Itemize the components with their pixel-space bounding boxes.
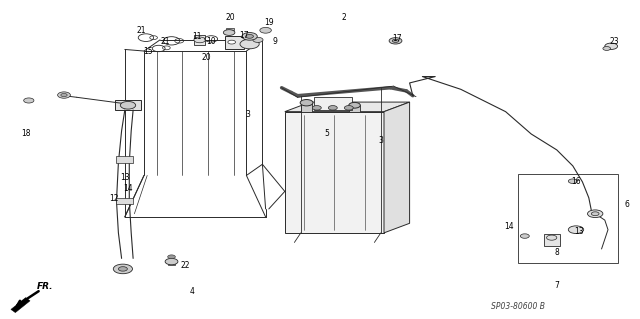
Circle shape	[240, 39, 259, 49]
Bar	[116, 198, 133, 204]
Circle shape	[246, 34, 253, 38]
Circle shape	[168, 255, 175, 259]
Circle shape	[520, 234, 529, 238]
Text: 15: 15	[143, 47, 154, 56]
Circle shape	[300, 100, 313, 106]
Text: 10: 10	[206, 37, 216, 46]
Bar	[349, 105, 360, 112]
Polygon shape	[11, 298, 30, 313]
Circle shape	[603, 47, 611, 50]
Circle shape	[165, 258, 178, 265]
Circle shape	[118, 267, 127, 271]
Bar	[544, 234, 560, 246]
Circle shape	[120, 101, 136, 109]
Bar	[226, 28, 234, 30]
Text: 19: 19	[264, 18, 274, 27]
Text: 21: 21	[161, 37, 170, 46]
Circle shape	[344, 106, 353, 110]
Text: 17: 17	[239, 31, 250, 40]
Text: 13: 13	[120, 173, 130, 182]
Circle shape	[328, 106, 337, 110]
Bar	[168, 261, 175, 265]
Bar	[225, 36, 244, 49]
Text: 18: 18	[21, 130, 30, 138]
Text: 14: 14	[504, 222, 514, 231]
Text: 4: 4	[189, 287, 195, 296]
Text: 21: 21	[136, 26, 145, 35]
Text: 11: 11	[192, 32, 201, 41]
Text: 3: 3	[378, 136, 383, 145]
Circle shape	[349, 102, 360, 108]
Circle shape	[194, 37, 205, 43]
Text: 12: 12	[109, 194, 118, 203]
Bar	[314, 97, 352, 110]
Bar	[518, 174, 618, 263]
Circle shape	[312, 106, 321, 110]
Polygon shape	[285, 102, 410, 112]
Text: FR.: FR.	[36, 282, 53, 291]
Text: 6: 6	[625, 200, 630, 209]
Text: 14: 14	[123, 184, 133, 193]
Text: 20: 20	[201, 53, 211, 62]
Circle shape	[568, 179, 577, 183]
Circle shape	[113, 264, 132, 274]
Bar	[116, 156, 133, 163]
Text: 20: 20	[225, 13, 236, 22]
Circle shape	[253, 37, 263, 42]
Text: 23: 23	[609, 37, 620, 46]
Circle shape	[228, 40, 236, 44]
Text: 16: 16	[571, 177, 581, 186]
Circle shape	[24, 98, 34, 103]
Circle shape	[61, 93, 67, 97]
Bar	[194, 35, 205, 45]
Bar	[115, 100, 141, 110]
Polygon shape	[384, 102, 410, 233]
Text: 13: 13	[574, 227, 584, 236]
Circle shape	[605, 43, 618, 49]
Circle shape	[242, 33, 257, 40]
Circle shape	[588, 210, 603, 218]
Text: 3: 3	[246, 110, 251, 119]
Circle shape	[260, 27, 271, 33]
Text: 17: 17	[392, 34, 402, 43]
Text: 2: 2	[342, 13, 347, 22]
Circle shape	[568, 226, 584, 234]
Bar	[285, 112, 384, 233]
Circle shape	[392, 39, 399, 42]
Circle shape	[547, 235, 557, 240]
Circle shape	[223, 30, 235, 35]
Text: 22: 22	[181, 261, 190, 270]
Text: SP03-80600 B: SP03-80600 B	[492, 302, 545, 311]
Circle shape	[58, 92, 70, 98]
Text: 5: 5	[324, 130, 329, 138]
Circle shape	[389, 38, 402, 44]
Text: 9: 9	[273, 37, 278, 46]
Circle shape	[591, 212, 599, 216]
Text: 7: 7	[554, 281, 559, 290]
Bar	[301, 103, 312, 112]
Text: 8: 8	[554, 248, 559, 256]
